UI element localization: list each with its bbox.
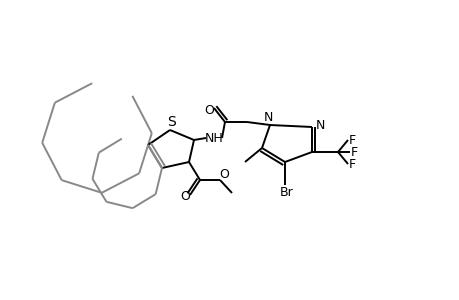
Text: F: F [347, 134, 355, 146]
Text: F: F [350, 146, 357, 158]
Text: NH: NH [204, 131, 223, 145]
Text: N: N [263, 110, 272, 124]
Text: O: O [179, 190, 190, 202]
Text: S: S [167, 115, 176, 129]
Text: O: O [218, 169, 229, 182]
Text: O: O [204, 103, 213, 116]
Text: Br: Br [280, 185, 293, 199]
Text: N: N [314, 118, 324, 131]
Text: F: F [347, 158, 355, 170]
